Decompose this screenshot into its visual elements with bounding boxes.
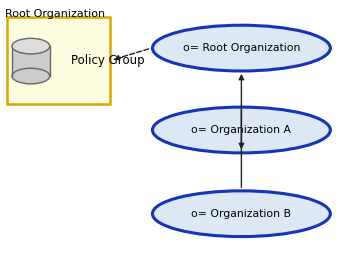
Text: o= Organization B: o= Organization B bbox=[191, 209, 291, 219]
Polygon shape bbox=[12, 46, 50, 76]
Ellipse shape bbox=[12, 68, 50, 84]
Text: o= Root Organization: o= Root Organization bbox=[183, 43, 300, 53]
Ellipse shape bbox=[152, 107, 330, 153]
Ellipse shape bbox=[152, 25, 330, 71]
Text: Root Organization: Root Organization bbox=[5, 9, 106, 19]
Ellipse shape bbox=[12, 38, 50, 54]
FancyBboxPatch shape bbox=[7, 17, 110, 104]
Text: Policy Group: Policy Group bbox=[71, 54, 144, 67]
Text: o= Organization A: o= Organization A bbox=[191, 125, 291, 135]
Ellipse shape bbox=[152, 191, 330, 237]
